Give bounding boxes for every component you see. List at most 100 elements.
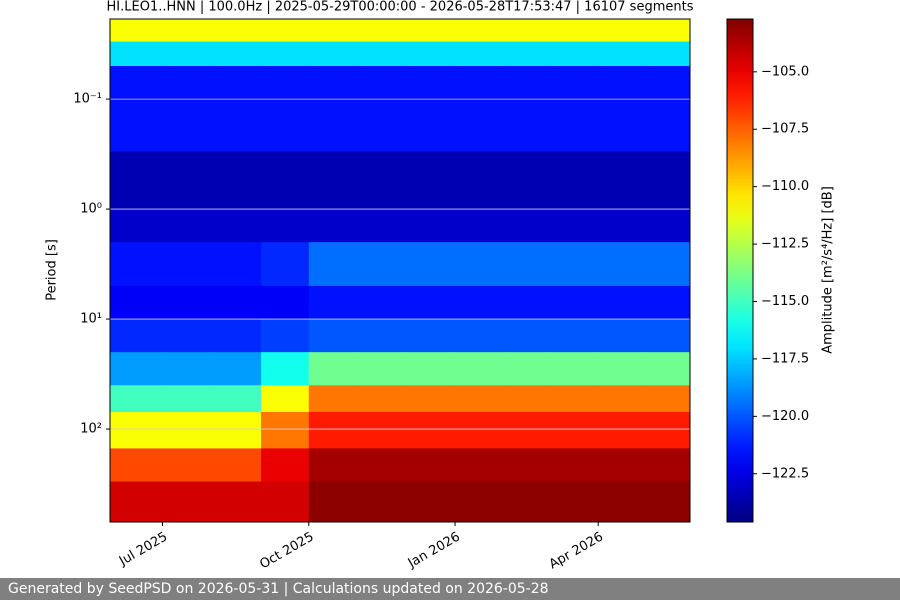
heatmap-cell: [645, 285, 691, 320]
heatmap-cell: [308, 65, 359, 153]
colorbar-tick-label: −107.5: [761, 122, 809, 137]
heatmap-cell: [598, 209, 647, 243]
heatmap-cell: [114, 481, 163, 523]
heatmap-cell: [455, 319, 505, 353]
heatmap-cell: [548, 242, 599, 287]
heatmap-cell: [598, 285, 647, 320]
heatmap-cell: [211, 481, 262, 523]
heatmap-cell: [548, 385, 599, 413]
heatmap-cell: [162, 412, 213, 449]
heatmap-cell: [405, 65, 456, 153]
heatmap-cell: [114, 412, 163, 449]
heatmap-cell: [645, 448, 691, 483]
heatmap-cell: [211, 41, 262, 67]
y-tick-label: 10¹: [80, 312, 102, 327]
heatmap-cell: [114, 65, 163, 153]
heatmap-cell: [548, 448, 599, 483]
heatmap-cell: [504, 209, 550, 243]
heatmap-cell: [598, 412, 647, 449]
heatmap-cell: [114, 285, 163, 320]
heatmap-cell: [261, 65, 310, 153]
x-tick-label: Jul 2025: [116, 530, 170, 570]
heatmap-cell: [358, 151, 407, 210]
heatmap-cell: [114, 352, 163, 386]
heatmap-cell: [110, 19, 116, 43]
heatmap-cell: [162, 285, 213, 320]
heatmap-cell: [110, 65, 116, 153]
heatmap-cell: [405, 41, 456, 67]
heatmap-cell: [162, 242, 213, 287]
heatmap-cell: [645, 481, 691, 523]
y-tick-label: 10⁰: [80, 202, 102, 217]
heatmap-cell: [162, 41, 213, 67]
heatmap-cell: [308, 352, 359, 386]
heatmap-cell: [645, 242, 691, 287]
heatmap-cell: [548, 41, 599, 67]
heatmap-cell: [548, 352, 599, 386]
heatmap-cell: [114, 319, 163, 353]
heatmap-cell: [405, 385, 456, 413]
heatmap-cell: [110, 385, 116, 413]
x-tick-label: Jan 2026: [405, 530, 463, 572]
heatmap-cell: [645, 319, 691, 353]
heatmap-cell: [455, 209, 505, 243]
heatmap-cell: [358, 242, 407, 287]
colorbar-tick-label: −112.5: [761, 237, 809, 252]
heatmap-cell: [405, 319, 456, 353]
heatmap-cell: [645, 19, 691, 43]
heatmap-cell: [405, 209, 456, 243]
heatmap-cell: [261, 481, 310, 523]
heatmap-cell: [358, 448, 407, 483]
heatmap-cell: [455, 285, 505, 320]
heatmap-cell: [358, 385, 407, 413]
heatmap-cell: [114, 242, 163, 287]
heatmap-cell: [211, 19, 262, 43]
heatmap-cell: [110, 151, 116, 210]
heatmap-cell: [110, 448, 116, 483]
heatmap-cell: [308, 19, 359, 43]
colorbar-label: Amplitude [m²/s⁴/Hz] [dB]: [821, 186, 836, 354]
heatmap-cell: [504, 319, 550, 353]
heatmap-cell: [162, 385, 213, 413]
heatmap-cell: [114, 41, 163, 67]
heatmap-cell: [162, 319, 213, 353]
colorbar-tick-label: −110.0: [761, 179, 809, 194]
heatmap-cell: [358, 41, 407, 67]
heatmap-cell: [261, 385, 310, 413]
heatmap-cell: [261, 352, 310, 386]
heatmap-cell: [308, 448, 359, 483]
heatmap-cell: [405, 481, 456, 523]
heatmap-cell: [598, 481, 647, 523]
heatmap-cell: [261, 412, 310, 449]
heatmap-cell: [455, 448, 505, 483]
heatmap-cell: [645, 209, 691, 243]
heatmap-cell: [405, 448, 456, 483]
heatmap-cell: [358, 65, 407, 153]
heatmap-cell: [308, 285, 359, 320]
heatmap-cell: [358, 209, 407, 243]
heatmap-cell: [308, 412, 359, 449]
heatmap-cell: [110, 41, 116, 67]
heatmap-cell: [598, 352, 647, 386]
heatmap-cell: [308, 319, 359, 353]
heatmap-cell: [598, 65, 647, 153]
colorbar-tick-label: −117.5: [761, 351, 809, 366]
heatmap-cell: [504, 19, 550, 43]
heatmap-cell: [455, 412, 505, 449]
x-tick-label: Apr 2026: [547, 530, 606, 573]
heatmap-cell: [645, 352, 691, 386]
colorbar-tick-label: −105.0: [761, 64, 809, 79]
heatmap-cell: [405, 285, 456, 320]
heatmap-cell: [358, 412, 407, 449]
footer: Generated by SeedPSD on 2026-05-31 | Cal…: [0, 578, 900, 600]
heatmap-cell: [261, 209, 310, 243]
heatmap-cell: [211, 319, 262, 353]
heatmap-cell: [308, 41, 359, 67]
heatmap-cell: [455, 41, 505, 67]
y-axis-label: Period [s]: [45, 239, 60, 301]
heatmap-cell: [645, 385, 691, 413]
heatmap-cell: [504, 285, 550, 320]
heatmap-cell: [162, 481, 213, 523]
heatmap-cell: [598, 151, 647, 210]
